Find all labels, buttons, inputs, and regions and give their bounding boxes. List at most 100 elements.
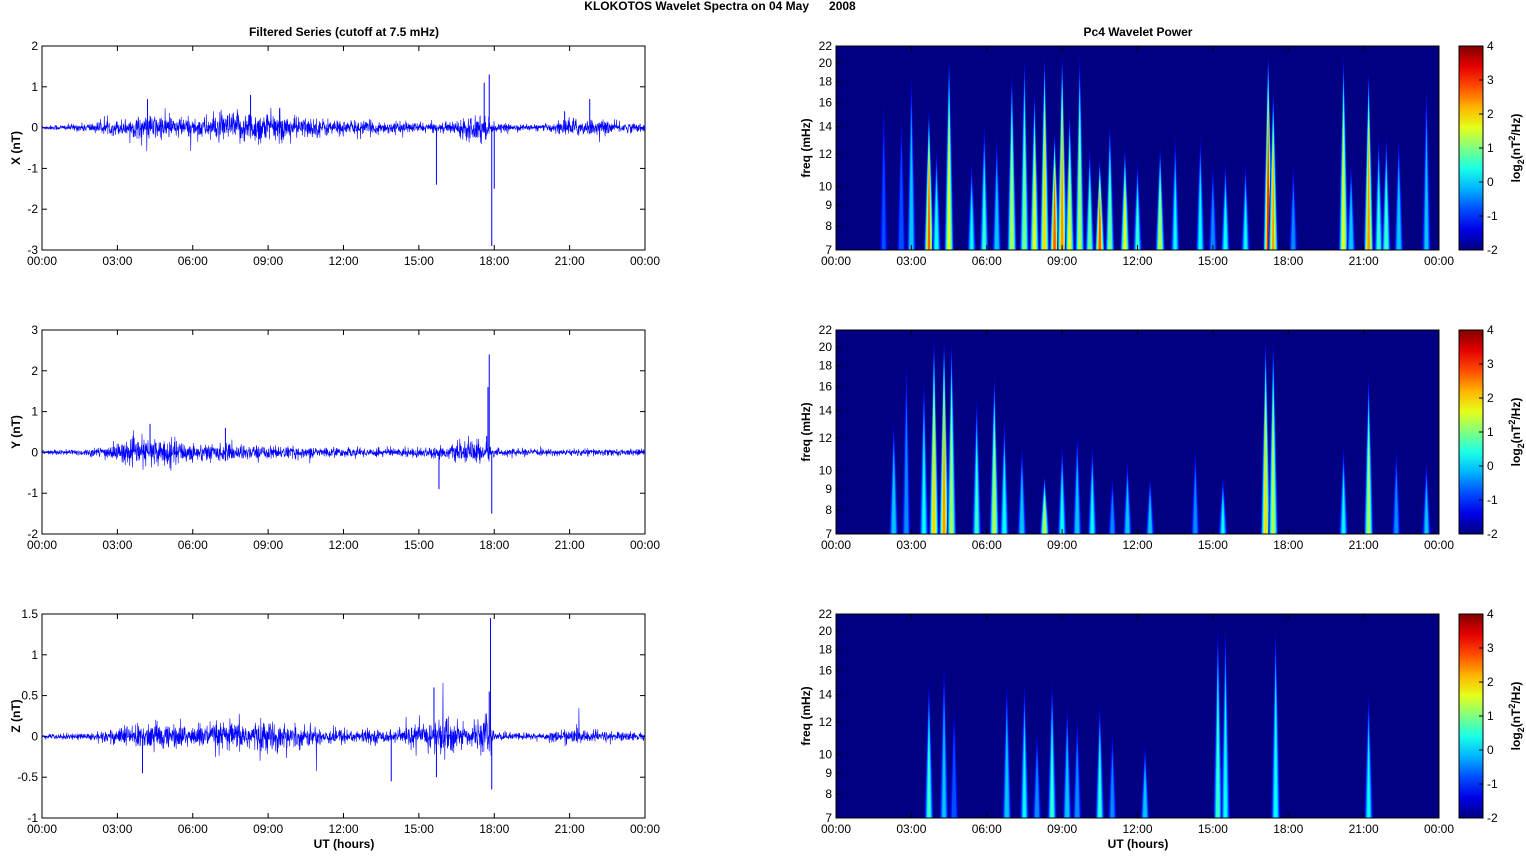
y-tick-label: -1: [27, 161, 38, 175]
freq-tick-label: 14: [819, 120, 833, 134]
power-events: [924, 625, 1374, 818]
colorbar-label-part: (nT: [1509, 424, 1523, 443]
power-event: [1424, 484, 1429, 534]
series-x-tick-label: 06:00: [178, 254, 208, 268]
right-column-title: Pc4 Wavelet Power: [1084, 25, 1193, 39]
y-tick-label: -1: [27, 486, 38, 500]
series-x-tick-label: 03:00: [102, 822, 132, 836]
freq-tick-label: 10: [819, 747, 833, 761]
power-event: [1090, 474, 1094, 534]
power-event: [1075, 460, 1080, 534]
power-event: [1123, 184, 1127, 250]
colorbar-tick-label: 2: [1487, 391, 1494, 405]
colorbar-label-part: /Hz): [1509, 398, 1523, 420]
left-column-title: Filtered Series (cutoff at 7.5 mHz): [249, 25, 439, 39]
spectrogram-x-tick-label: 12:00: [1122, 254, 1152, 268]
y-tick-label: 0.5: [21, 689, 38, 703]
freq-tick-label: 8: [825, 503, 832, 517]
series-x-tick-label: 03:00: [102, 538, 132, 552]
right-x-axis-label: UT (hours): [1108, 837, 1169, 851]
series-line: [42, 430, 646, 471]
power-event: [927, 726, 931, 818]
power-event: [1002, 453, 1007, 534]
freq-tick-label: 7: [825, 527, 832, 541]
series-x-tick-label: 06:00: [178, 822, 208, 836]
power-event: [934, 178, 939, 250]
plot-area: [41, 613, 646, 819]
spectrogram-x-tick-label: 03:00: [896, 254, 926, 268]
power-event: [1023, 723, 1026, 818]
power-event: [1221, 496, 1225, 534]
power-event: [1022, 111, 1026, 250]
series-x-tick-label: 09:00: [253, 538, 283, 552]
colorbar-label: log2(nT2/Hz): [1507, 398, 1526, 467]
colorbar-tick-label: 1: [1487, 425, 1494, 439]
series-x-tick-label: 06:00: [178, 538, 208, 552]
spectrogram-x-tick-label: 00:00: [821, 538, 851, 552]
colorbar-tick-label: 4: [1487, 323, 1494, 337]
spectrogram-x-tick-label: 12:00: [1122, 822, 1152, 836]
power-events: [889, 336, 1431, 534]
power-event: [1143, 765, 1147, 818]
y-tick-label: 1: [31, 405, 38, 419]
spectrogram-x-tick-label: 18:00: [1273, 538, 1303, 552]
power-event: [947, 116, 951, 250]
spectrogram-x-tick-label: 00:00: [821, 254, 851, 268]
power-event: [992, 423, 996, 534]
freq-axis-label: freq (mHz): [799, 402, 813, 461]
y-tick-label: -1: [27, 811, 38, 825]
spectrogram-x-tick-label: 21:00: [1349, 822, 1379, 836]
y-tick-label: -0.5: [17, 770, 38, 784]
power-event: [1108, 163, 1112, 250]
power-event: [1271, 395, 1275, 534]
y-tick-label: -3: [27, 243, 38, 257]
power-event: [1396, 166, 1401, 250]
colorbar-tick-label: 4: [1487, 607, 1494, 621]
plot-area: [41, 329, 646, 535]
freq-tick-label: 16: [819, 380, 833, 394]
series-x-tick-label: 21:00: [555, 822, 585, 836]
power-event: [1377, 175, 1380, 250]
power-event: [898, 141, 904, 250]
spectrogram-x-tick-label: 00:00: [1424, 822, 1454, 836]
power-event: [1110, 493, 1115, 534]
freq-tick-label: 10: [819, 179, 833, 193]
series-panel-x: -3 -2 -1 0 1 2 00:00 03:00 06:00 09:00 12:00 15:00 1…: [9, 39, 660, 268]
series-x-tick-label: 12:00: [328, 822, 358, 836]
colorbar-label-part: (nT: [1509, 140, 1523, 159]
power-event: [1223, 677, 1228, 818]
spectrogram-x-tick-label: 15:00: [1198, 538, 1228, 552]
spectrogram-x-tick-label: 21:00: [1349, 538, 1379, 552]
power-event: [1125, 481, 1130, 534]
power-event: [1267, 119, 1270, 250]
power-event: [881, 133, 886, 250]
power-event: [1223, 188, 1228, 250]
freq-tick-label: 9: [825, 766, 832, 780]
power-event: [1367, 129, 1370, 250]
colorbar-tick-label: 1: [1487, 141, 1494, 155]
spectrogram-x-tick-label: 18:00: [1273, 254, 1303, 268]
colorbar-tick-label: 0: [1487, 459, 1494, 473]
power-event: [1098, 193, 1102, 250]
freq-axis-label: freq (mHz): [799, 118, 813, 177]
spectrogram-x-tick-label: 03:00: [896, 538, 926, 552]
colorbar-tick-label: 3: [1487, 73, 1494, 87]
power-events: [879, 52, 1431, 250]
power-event: [1136, 193, 1139, 250]
power-event: [1349, 186, 1353, 250]
spectrogram-background: [836, 614, 1439, 818]
colorbar-label-part: log: [1509, 732, 1523, 750]
power-event: [1060, 472, 1064, 534]
colorbar-tick-label: 3: [1487, 357, 1494, 371]
colorbar-label: log2(nT2/Hz): [1507, 114, 1526, 183]
colorbar-tick-label: 1: [1487, 709, 1494, 723]
power-event: [1424, 129, 1429, 250]
freq-tick-label: 22: [819, 607, 833, 621]
series-x-tick-label: 09:00: [253, 254, 283, 268]
spectrogram-x-tick-label: 15:00: [1198, 822, 1228, 836]
freq-tick-label: 18: [819, 643, 833, 657]
freq-tick-label: 12: [819, 147, 833, 161]
colorbar-tick-label: 0: [1487, 743, 1494, 757]
